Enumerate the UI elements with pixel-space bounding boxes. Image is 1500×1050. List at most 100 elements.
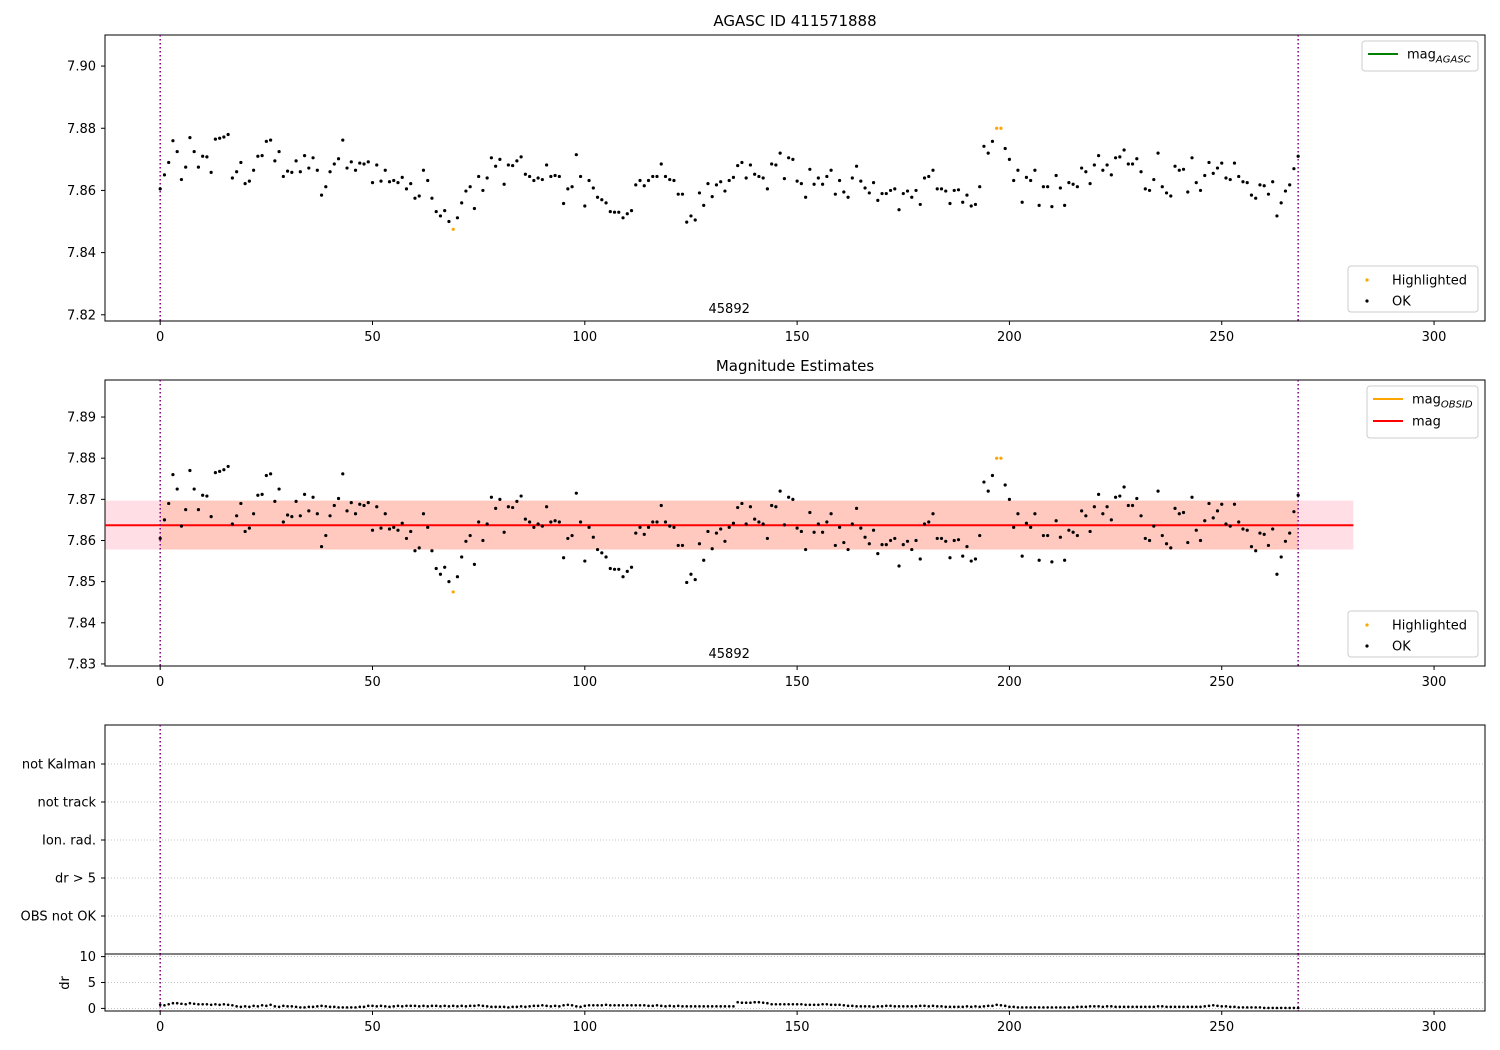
ok-point [927, 174, 931, 179]
ok-point [689, 572, 693, 576]
ok-point [1275, 572, 1279, 576]
plot-frame [104, 724, 1486, 955]
ok-point [965, 545, 969, 549]
ok-point [965, 193, 969, 197]
ok-point [1164, 542, 1169, 546]
ok-point [1288, 183, 1292, 187]
dr-point [859, 1005, 863, 1008]
ok-point [319, 545, 324, 549]
ok-point [591, 186, 595, 190]
dr-point [1194, 1005, 1198, 1009]
ok-point [719, 527, 723, 531]
ok-point [935, 187, 939, 191]
dr-point [710, 1005, 714, 1008]
ok-point [409, 529, 413, 534]
ok-point [893, 187, 897, 191]
ok-point [659, 162, 663, 166]
ok-point [1084, 170, 1088, 174]
ok-point [1220, 161, 1224, 165]
ok-point [1160, 185, 1164, 189]
ok-point [171, 139, 175, 143]
ok-point [528, 520, 532, 524]
ok-point [566, 536, 570, 541]
dr-point [592, 1004, 595, 1007]
ok-point [1126, 162, 1130, 166]
ok-point [901, 543, 905, 547]
ok-point [744, 522, 748, 526]
ok-point [956, 538, 961, 542]
ok-point [179, 524, 184, 528]
ok-point [1215, 509, 1220, 513]
ok-point [1063, 203, 1067, 207]
ok-point [1262, 184, 1266, 188]
dr-point [396, 1004, 400, 1008]
ok-point [196, 508, 201, 512]
legend-line-label-main: mag [1412, 393, 1441, 408]
ok-point [587, 178, 591, 183]
ok-point [1254, 196, 1258, 200]
ok-point [1224, 176, 1228, 180]
ok-point [532, 178, 536, 183]
dr-point [965, 1005, 969, 1008]
ok-point [235, 170, 239, 174]
ok-point [693, 577, 697, 582]
ok-point [910, 195, 914, 199]
ok-point [285, 513, 290, 517]
dr-point [1262, 1006, 1266, 1010]
ok-point [757, 520, 761, 524]
dr-point [362, 1005, 366, 1009]
x-tick-label: 300 [1422, 675, 1447, 690]
ok-point [1105, 163, 1109, 167]
ok-point [1143, 536, 1147, 541]
ok-point [277, 487, 281, 491]
dr-point [774, 1002, 778, 1006]
ok-point [931, 168, 935, 172]
ok-point [638, 178, 642, 183]
ok-point [281, 520, 285, 524]
dr-point [668, 1004, 672, 1008]
dr-point [524, 1005, 527, 1009]
ok-point [260, 154, 264, 158]
ok-point [961, 554, 965, 558]
ok-point [375, 505, 379, 509]
dr-point [197, 1002, 200, 1006]
ok-point [621, 575, 625, 579]
dr-point [1071, 1006, 1075, 1009]
dr-point [655, 1004, 659, 1007]
ok-point [226, 132, 230, 137]
dr-point [1220, 1005, 1224, 1008]
dr-point [341, 1006, 345, 1009]
ok-point [663, 520, 668, 524]
x-tick-label: 100 [572, 330, 597, 345]
dr-point [1118, 1005, 1122, 1009]
x-tick-label: 300 [1422, 1020, 1447, 1035]
dr-point [800, 1002, 803, 1006]
dr-point [502, 1005, 506, 1009]
ok-point [345, 166, 349, 170]
ok-point [1169, 546, 1173, 550]
agasc-light-curve-panel: AGASC ID 411571888 45892 0 50 100 150 200 250 3… [67, 12, 1486, 345]
x-tick-label: 150 [785, 1020, 810, 1035]
ok-point [880, 191, 884, 196]
ok-point [1194, 528, 1198, 532]
dr-point [1114, 1005, 1117, 1009]
legend-ok-marker [1365, 644, 1369, 648]
ok-point [349, 501, 353, 505]
dr-point [625, 1004, 629, 1007]
ok-point [1109, 173, 1113, 177]
ok-point [871, 181, 876, 185]
ok-point [1147, 188, 1152, 193]
ok-point [1020, 554, 1024, 558]
ok-point [634, 183, 638, 187]
ok-point [511, 163, 515, 168]
ok-point [362, 162, 366, 166]
ok-point [1092, 163, 1096, 167]
dr-point [689, 1005, 693, 1008]
ok-point [1241, 180, 1245, 184]
dr-point [1063, 1006, 1066, 1009]
ok-point [1207, 501, 1211, 506]
ok-point [1075, 533, 1079, 538]
y-tick-label: 7.85 [67, 575, 96, 590]
ok-point [693, 218, 697, 222]
ok-point [498, 497, 502, 501]
